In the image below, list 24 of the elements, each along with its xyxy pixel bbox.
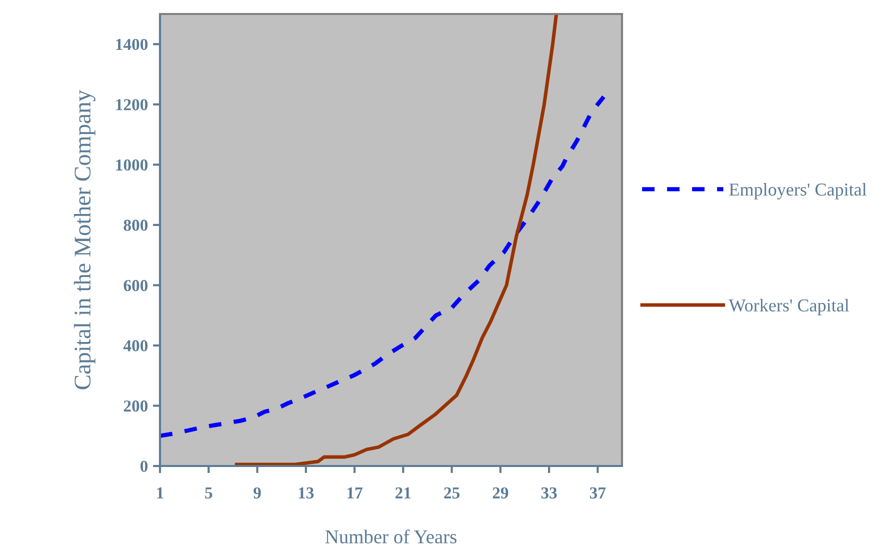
y-tick-label: 1200 bbox=[116, 99, 148, 110]
x-tick-label: 37 bbox=[590, 487, 606, 499]
y-tick-label: 0 bbox=[140, 460, 148, 472]
x-tick-label: 17 bbox=[348, 487, 362, 498]
y-tick-label: 1000 bbox=[116, 159, 148, 171]
y-tick-label: 400 bbox=[123, 340, 148, 352]
y-tick-label: 1400 bbox=[116, 38, 148, 50]
y-axis-title: Capital in the Mother Company bbox=[74, 90, 96, 390]
line-series bbox=[234, 14, 558, 466]
legend-label: Workers' Capital bbox=[728, 298, 850, 316]
x-tick-label: 21 bbox=[396, 487, 411, 498]
x-tick-label: 13 bbox=[298, 487, 314, 499]
legend-label: Employers' Capital bbox=[729, 182, 867, 200]
y-tick-label: 200 bbox=[124, 400, 148, 412]
line-series bbox=[160, 94, 606, 438]
y-tick-label: 800 bbox=[124, 220, 148, 231]
x-tick-label: 33 bbox=[541, 487, 557, 499]
x-tick-label: 1 bbox=[157, 487, 164, 498]
x-tick-label: 9 bbox=[254, 487, 261, 499]
x-axis-title: Number of Years bbox=[325, 530, 456, 544]
x-tick-label: 29 bbox=[492, 487, 508, 499]
x-tick-label: 5 bbox=[205, 487, 212, 499]
x-tick-label: 25 bbox=[444, 487, 460, 499]
y-tick-label: 600 bbox=[124, 280, 148, 292]
